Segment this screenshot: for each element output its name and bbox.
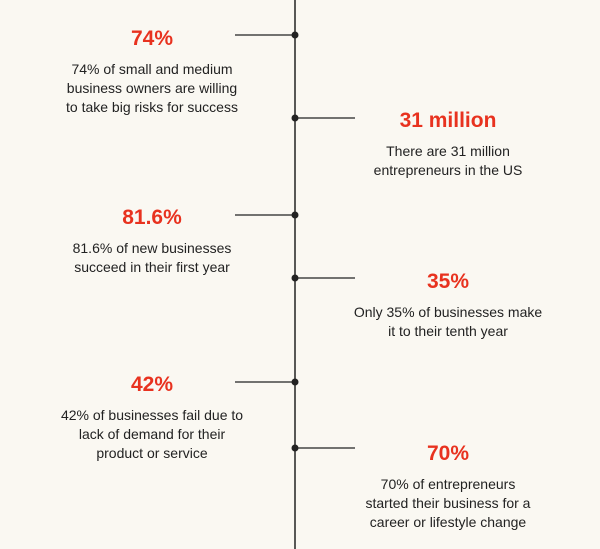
stat-description: There are 31 million (386, 143, 510, 159)
stat-description: Only 35% of businesses make (353, 304, 543, 320)
stat-description: 42% of businesses fail due to (60, 407, 244, 423)
stat-item: 35% Only 35% of businesses make it to thei… (328, 269, 568, 341)
stat-item: 81.6% 81.6% of new businesses succeed in t… (32, 205, 272, 277)
stat-value: 31 million (399, 109, 497, 132)
stat-description: 70% of entrepreneurs (380, 476, 516, 492)
stat-value: 74% (130, 27, 174, 50)
dot (291, 378, 299, 386)
stat-value: 35% (426, 270, 470, 293)
stat-description: succeed in their first year (74, 259, 230, 275)
stat-value: 42% (130, 373, 174, 396)
dot (291, 274, 299, 282)
stat-item: 74% 74% of small and medium business owner… (32, 26, 272, 117)
dot (291, 444, 299, 452)
stat-description: 74% of small and medium (71, 61, 233, 77)
stat-description: product or service (96, 445, 208, 461)
stat-description: career or lifestyle change (369, 514, 527, 530)
stat-description: 81.6% of new businesses (72, 240, 232, 256)
stat-description: it to their tenth year (388, 323, 508, 339)
stat-description: entrepreneurs in the US (373, 162, 523, 178)
stat-item: 70% 70% of entrepreneurs started their bus… (328, 441, 568, 532)
dot (291, 31, 299, 39)
dot (291, 114, 299, 122)
stat-description: started their business for a (365, 495, 531, 511)
stat-value: 81.6% (122, 206, 182, 229)
dot (291, 211, 299, 219)
stat-description: lack of demand for their (78, 426, 226, 442)
stat-description: to take big risks for success (66, 99, 238, 115)
stat-item: 42% 42% of businesses fail due to lack of … (32, 372, 272, 463)
stat-value: 70% (426, 442, 470, 465)
stat-item: 31 million There are 31 million entreprene… (328, 108, 568, 180)
stat-description: business owners are willing (66, 80, 238, 96)
